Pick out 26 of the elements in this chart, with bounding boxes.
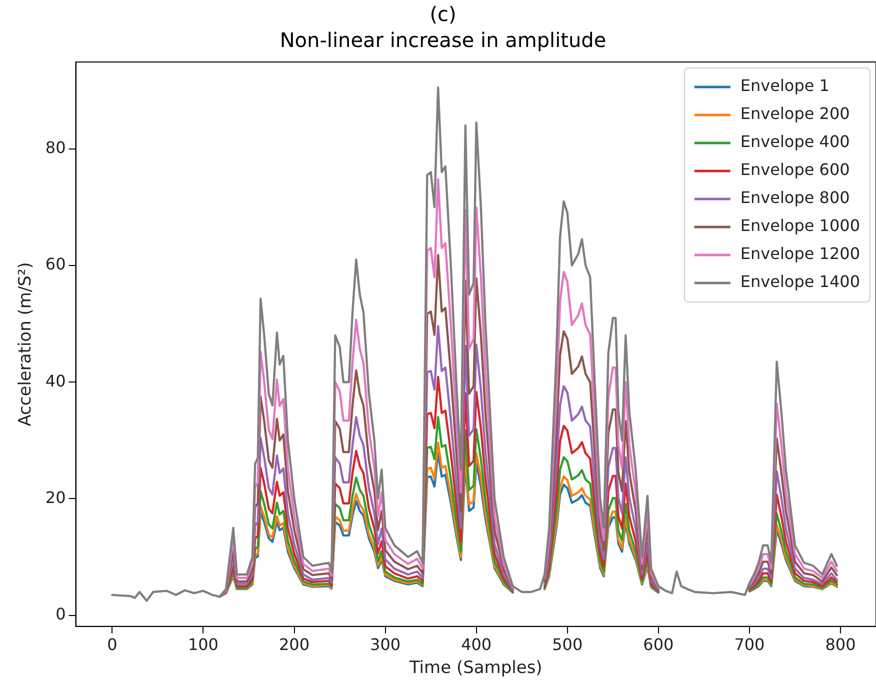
y-tick-label: 80: [45, 138, 66, 158]
x-tick-label: 500: [552, 635, 583, 654]
legend-label: Envelope 1000: [740, 216, 860, 236]
legend-label: Envelope 200: [740, 104, 850, 124]
y-axis-title: Acceleration (m/S²): [16, 262, 36, 426]
legend-label: Envelope 1: [740, 76, 830, 96]
y-tick-label: 40: [45, 371, 66, 390]
x-tick-label: 400: [461, 635, 492, 654]
x-tick-label: 0: [107, 635, 118, 654]
y-tick-label: 60: [45, 254, 66, 274]
legend-label: Envelope 1400: [740, 272, 860, 292]
chart-title: (c): [430, 2, 456, 26]
x-tick-label: 100: [188, 635, 218, 654]
x-tick-label: 200: [278, 635, 310, 654]
x-axis-title: Time (Samples): [408, 658, 542, 678]
y-tick-label: 20: [45, 488, 66, 507]
legend-label: Envelope 800: [740, 188, 850, 208]
x-tick-label: 800: [825, 635, 856, 654]
x-tick-label: 600: [643, 635, 674, 654]
chart-subtitle: Non-linear increase in amplitude: [280, 28, 606, 52]
x-tick-label: 700: [734, 635, 765, 654]
y-tick-label: 0: [56, 604, 66, 624]
legend-label: Envelope 400: [740, 132, 850, 152]
x-tick-label: 300: [370, 635, 401, 654]
legend-label: Envelope 600: [740, 160, 850, 180]
legend-label: Envelope 1200: [740, 244, 860, 264]
